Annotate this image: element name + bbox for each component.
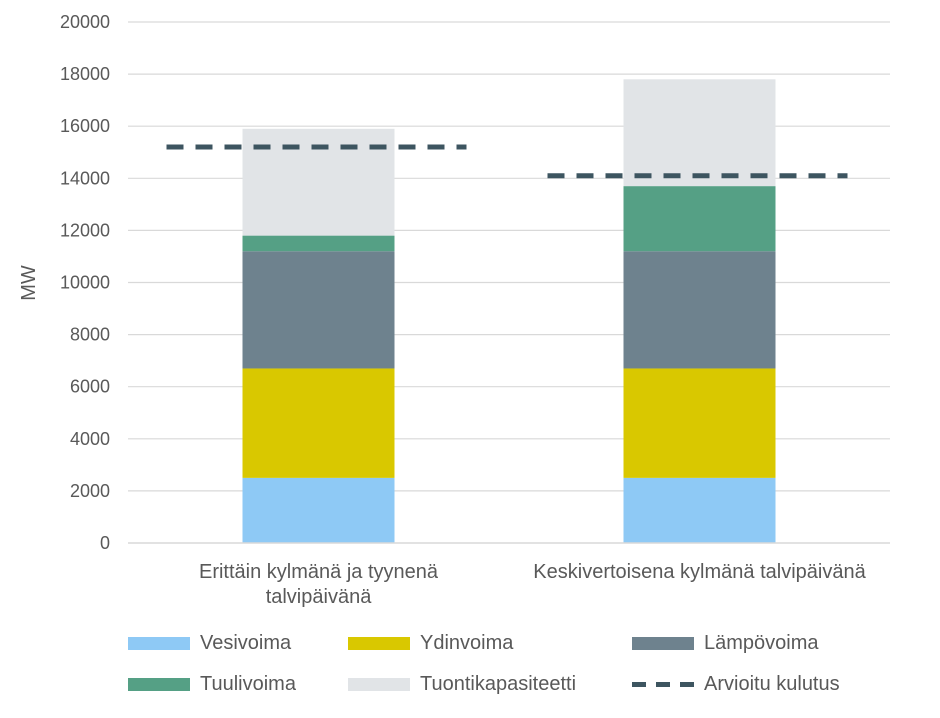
gridlines xyxy=(128,21,890,492)
legend-label-vesivoima: Vesivoima xyxy=(200,631,292,654)
bar-segment-3-0 xyxy=(242,235,395,252)
bar-segment-0-1 xyxy=(623,477,776,543)
consumption-lines xyxy=(166,144,848,179)
bar-segment-4-1 xyxy=(623,79,776,187)
bar-segment-1-1 xyxy=(623,368,776,478)
y-tick-label: 10000 xyxy=(60,273,110,293)
bars xyxy=(242,79,776,543)
y-tick-label: 4000 xyxy=(70,429,110,449)
legend-swatch-vesivoima xyxy=(128,636,190,650)
legend-label-arvioitu-kulutus: Arvioitu kulutus xyxy=(704,672,840,695)
legend-swatch-lampovoima xyxy=(632,636,694,650)
y-tick-label: 18000 xyxy=(60,64,110,84)
legend-item-tuontikapasiteetti: Tuontikapasiteetti xyxy=(348,669,576,699)
y-tick-label: 6000 xyxy=(70,377,110,397)
legend-label-tuulivoima: Tuulivoima xyxy=(200,672,296,695)
bar-segment-1-0 xyxy=(242,368,395,478)
legend-item-tuulivoima: Tuulivoima xyxy=(128,669,296,699)
y-tick-label: 2000 xyxy=(70,481,110,501)
bar-segment-2-0 xyxy=(242,251,395,369)
category-label: Erittäin kylmänä ja tyynenä xyxy=(199,561,439,583)
category-labels: Erittäin kylmänä ja tyynenä talvipäivänä K… xyxy=(199,561,867,608)
category-label: talvipäivänä xyxy=(266,586,373,608)
y-tick-label: 12000 xyxy=(60,220,110,240)
y-tick-label: 8000 xyxy=(70,325,110,345)
legend-item-arvioitu-kulutus: Arvioitu kulutus xyxy=(632,669,840,699)
legend-swatch-tuulivoima xyxy=(128,677,190,691)
legend-label-tuontikapasiteetti: Tuontikapasiteetti xyxy=(420,672,577,695)
legend-label-lampovoima: Lämpövoima xyxy=(704,631,819,654)
y-tick-label: 14000 xyxy=(60,168,110,188)
bar-segment-2-1 xyxy=(623,251,776,369)
legend-dash-arvioitu-kulutus xyxy=(632,678,694,691)
bar-segment-0-0 xyxy=(242,477,395,543)
y-tick-labels: 0 2000 4000 6000 8000 10000 12000 14000 16000 180… xyxy=(60,12,110,553)
legend: Vesivoima Ydinvoima Lämpövoima Tuulivoim… xyxy=(0,624,940,714)
legend-swatch-ydinvoima xyxy=(348,636,410,650)
bar-segment-3-1 xyxy=(623,186,776,252)
legend-item-vesivoima: Vesivoima xyxy=(128,628,291,658)
legend-item-lampovoima: Lämpövoima xyxy=(632,628,819,658)
stacked-bar-chart: 0 2000 4000 6000 8000 10000 12000 14000 16000 180… xyxy=(18,12,890,608)
y-tick-label: 0 xyxy=(100,533,110,553)
category-label: Keskivertoisena kylmänä talvipäivänä xyxy=(533,561,866,583)
y-tick-label: 16000 xyxy=(60,116,110,136)
y-axis-label: MW xyxy=(18,265,40,301)
legend-label-ydinvoima: Ydinvoima xyxy=(420,631,514,654)
legend-swatch-tuontikapasiteetti xyxy=(348,677,410,691)
y-tick-label: 20000 xyxy=(60,12,110,32)
legend-item-ydinvoima: Ydinvoima xyxy=(348,628,513,658)
